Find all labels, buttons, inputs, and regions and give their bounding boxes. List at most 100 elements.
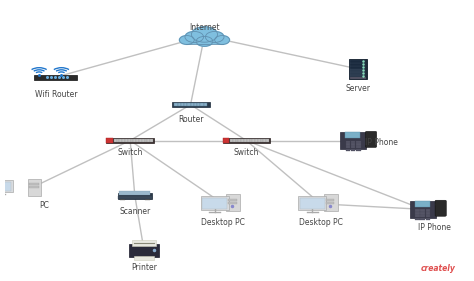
Text: Desktop PC: Desktop PC xyxy=(299,217,343,226)
FancyBboxPatch shape xyxy=(420,212,425,215)
FancyBboxPatch shape xyxy=(185,38,224,44)
FancyBboxPatch shape xyxy=(226,194,240,211)
Circle shape xyxy=(191,27,218,42)
FancyBboxPatch shape xyxy=(298,196,326,210)
FancyBboxPatch shape xyxy=(420,209,425,212)
Text: Desktop PC: Desktop PC xyxy=(201,217,245,226)
FancyBboxPatch shape xyxy=(150,139,153,142)
FancyBboxPatch shape xyxy=(119,191,150,195)
FancyBboxPatch shape xyxy=(351,149,356,151)
Text: Printer: Printer xyxy=(131,263,157,272)
FancyBboxPatch shape xyxy=(118,196,152,199)
FancyBboxPatch shape xyxy=(410,201,436,218)
Circle shape xyxy=(366,133,376,138)
FancyBboxPatch shape xyxy=(114,139,117,142)
FancyBboxPatch shape xyxy=(415,201,430,207)
FancyBboxPatch shape xyxy=(131,139,133,142)
FancyBboxPatch shape xyxy=(247,139,249,142)
FancyBboxPatch shape xyxy=(350,69,365,72)
FancyBboxPatch shape xyxy=(118,192,152,199)
FancyBboxPatch shape xyxy=(122,139,125,142)
FancyBboxPatch shape xyxy=(351,143,356,146)
FancyBboxPatch shape xyxy=(350,63,365,65)
FancyBboxPatch shape xyxy=(236,139,238,142)
FancyBboxPatch shape xyxy=(350,75,365,78)
FancyBboxPatch shape xyxy=(132,241,156,246)
FancyBboxPatch shape xyxy=(345,132,360,138)
FancyBboxPatch shape xyxy=(142,139,145,142)
FancyBboxPatch shape xyxy=(349,59,366,79)
FancyBboxPatch shape xyxy=(145,198,150,200)
FancyBboxPatch shape xyxy=(187,103,191,106)
Text: Switch: Switch xyxy=(118,148,143,157)
FancyBboxPatch shape xyxy=(350,77,365,79)
FancyBboxPatch shape xyxy=(261,139,264,142)
FancyBboxPatch shape xyxy=(107,138,113,143)
Text: PC: PC xyxy=(39,201,49,210)
FancyBboxPatch shape xyxy=(27,179,41,196)
FancyBboxPatch shape xyxy=(426,215,430,217)
FancyBboxPatch shape xyxy=(228,200,237,201)
FancyBboxPatch shape xyxy=(365,132,376,147)
Circle shape xyxy=(205,31,224,42)
FancyBboxPatch shape xyxy=(264,139,266,142)
FancyBboxPatch shape xyxy=(181,103,184,106)
FancyBboxPatch shape xyxy=(191,103,194,106)
FancyBboxPatch shape xyxy=(136,139,139,142)
FancyBboxPatch shape xyxy=(184,103,187,106)
FancyBboxPatch shape xyxy=(197,103,201,106)
FancyBboxPatch shape xyxy=(119,139,122,142)
Text: Server: Server xyxy=(345,84,370,93)
FancyBboxPatch shape xyxy=(346,140,350,143)
FancyBboxPatch shape xyxy=(346,146,350,148)
FancyBboxPatch shape xyxy=(346,143,350,146)
Text: creately: creately xyxy=(420,264,456,273)
FancyBboxPatch shape xyxy=(350,60,365,63)
FancyBboxPatch shape xyxy=(356,149,361,151)
FancyBboxPatch shape xyxy=(29,186,39,188)
FancyBboxPatch shape xyxy=(0,182,11,191)
FancyBboxPatch shape xyxy=(350,72,365,75)
FancyBboxPatch shape xyxy=(356,143,361,146)
FancyBboxPatch shape xyxy=(326,202,334,203)
FancyBboxPatch shape xyxy=(147,139,150,142)
Text: Scanner: Scanner xyxy=(119,207,150,216)
FancyBboxPatch shape xyxy=(340,132,366,149)
FancyBboxPatch shape xyxy=(252,139,255,142)
FancyBboxPatch shape xyxy=(435,200,446,216)
FancyBboxPatch shape xyxy=(351,140,356,143)
FancyBboxPatch shape xyxy=(415,215,420,217)
Circle shape xyxy=(185,31,203,42)
FancyBboxPatch shape xyxy=(145,139,147,142)
FancyBboxPatch shape xyxy=(120,198,125,200)
FancyBboxPatch shape xyxy=(426,209,430,212)
FancyBboxPatch shape xyxy=(129,244,159,257)
Text: Router: Router xyxy=(178,115,203,124)
Text: IP Phone: IP Phone xyxy=(418,223,451,232)
FancyBboxPatch shape xyxy=(201,196,228,210)
Circle shape xyxy=(437,210,445,214)
FancyBboxPatch shape xyxy=(356,146,361,148)
FancyBboxPatch shape xyxy=(351,146,356,148)
FancyBboxPatch shape xyxy=(266,139,269,142)
FancyBboxPatch shape xyxy=(249,139,252,142)
FancyBboxPatch shape xyxy=(415,212,420,215)
FancyBboxPatch shape xyxy=(107,138,154,143)
FancyBboxPatch shape xyxy=(300,198,325,209)
FancyBboxPatch shape xyxy=(201,103,203,106)
FancyBboxPatch shape xyxy=(223,138,270,143)
FancyBboxPatch shape xyxy=(230,139,233,142)
FancyBboxPatch shape xyxy=(238,139,241,142)
FancyBboxPatch shape xyxy=(128,139,131,142)
FancyBboxPatch shape xyxy=(255,139,258,142)
Text: Internet: Internet xyxy=(189,23,220,32)
Text: Switch: Switch xyxy=(234,148,259,157)
Circle shape xyxy=(196,37,213,46)
FancyBboxPatch shape xyxy=(178,103,181,106)
FancyBboxPatch shape xyxy=(223,138,229,143)
FancyBboxPatch shape xyxy=(117,139,119,142)
FancyBboxPatch shape xyxy=(228,202,237,203)
FancyBboxPatch shape xyxy=(346,149,350,151)
Circle shape xyxy=(367,141,375,146)
FancyBboxPatch shape xyxy=(350,66,365,69)
